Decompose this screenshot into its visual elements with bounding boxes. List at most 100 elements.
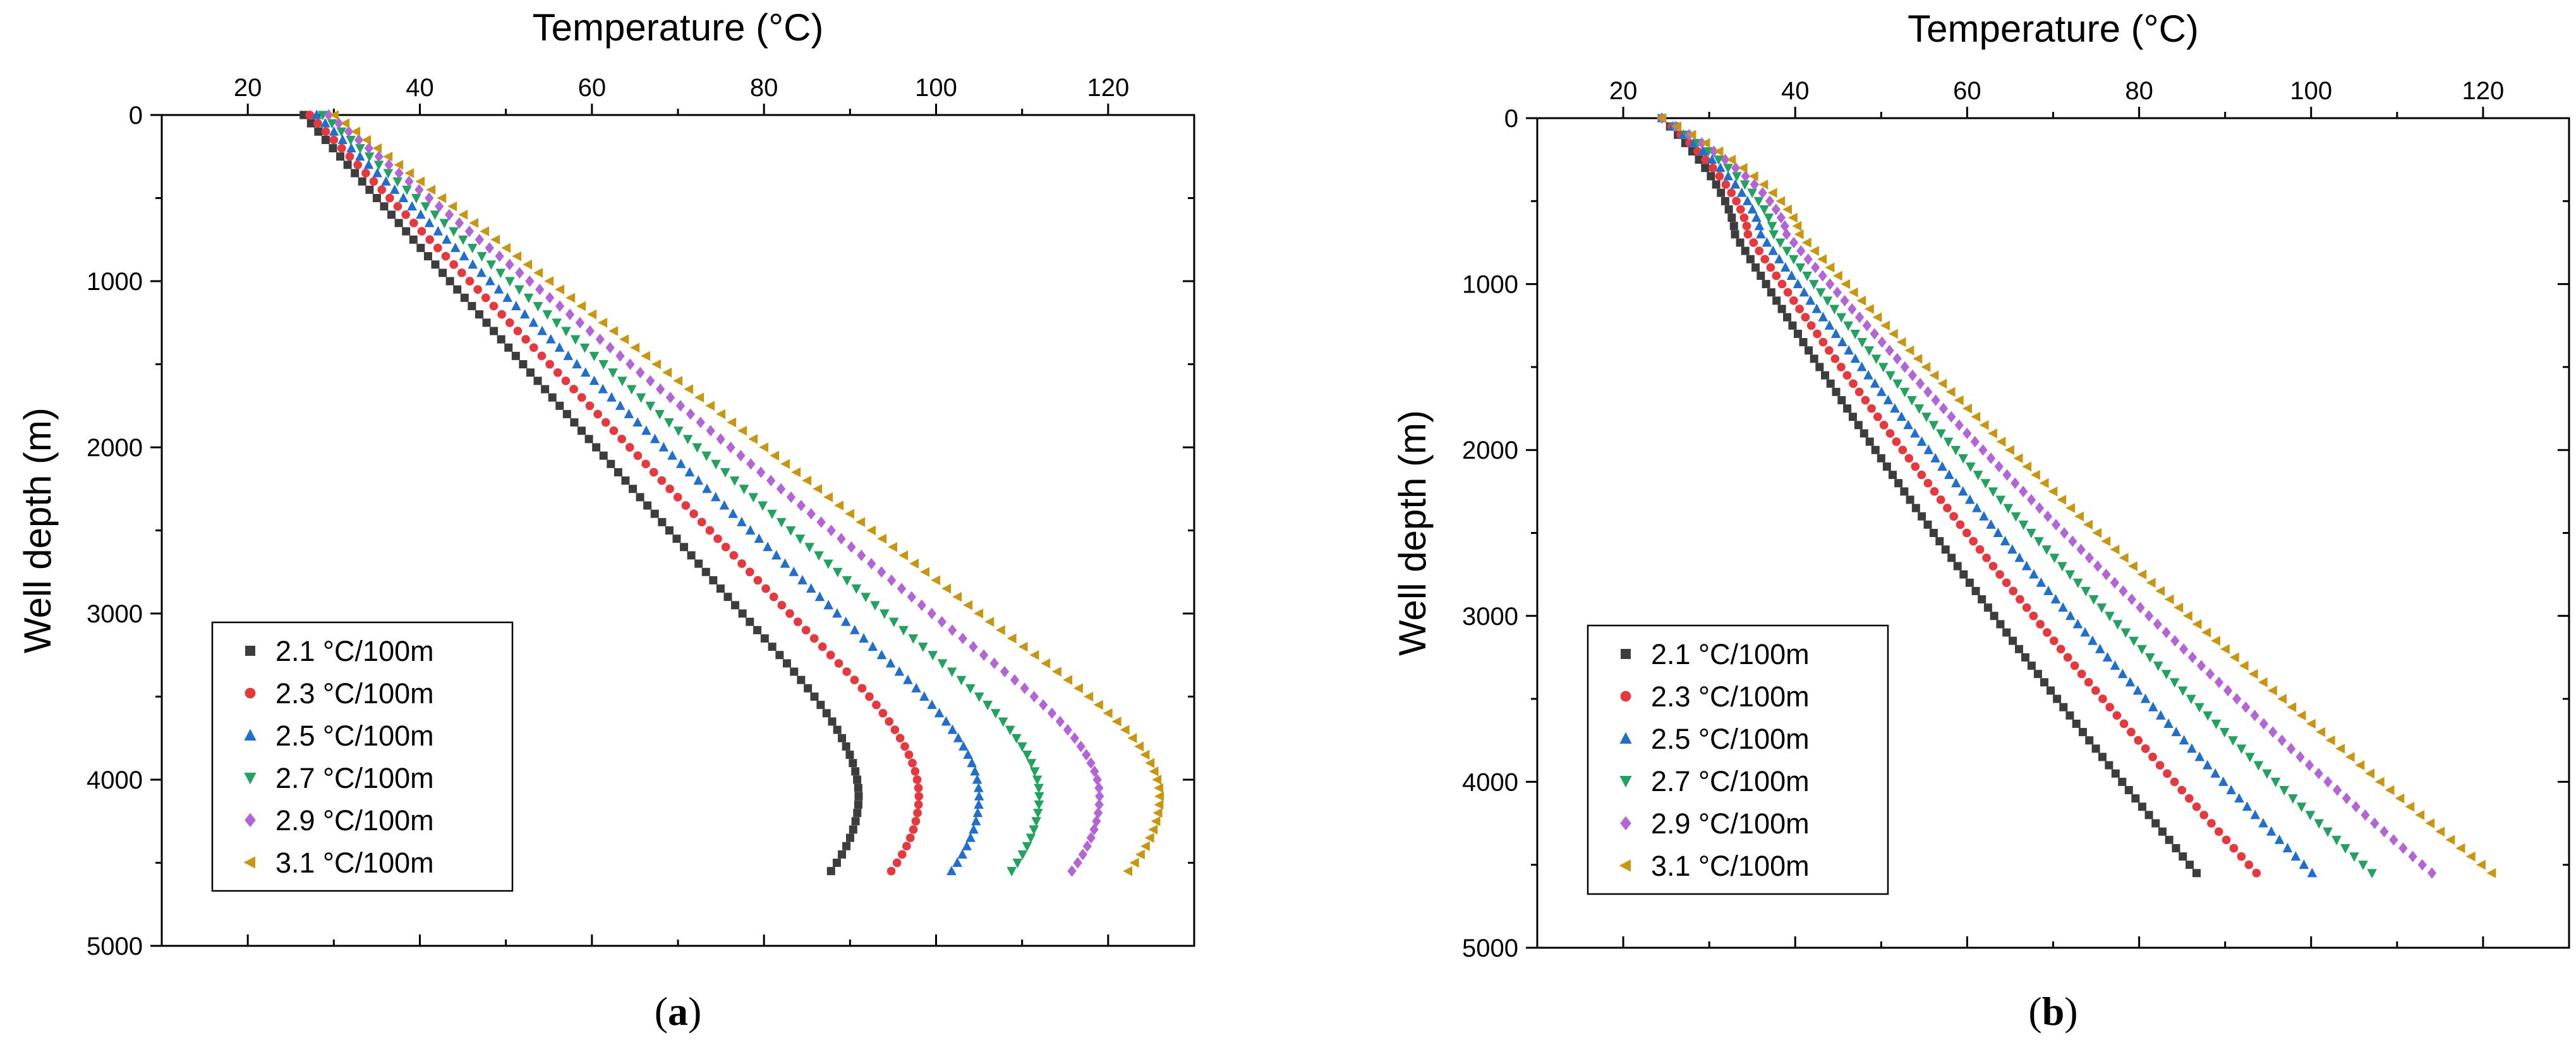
data-point (760, 634, 769, 643)
data-point (1801, 238, 1811, 248)
data-point (753, 576, 763, 585)
data-point (696, 416, 705, 428)
data-point (2018, 520, 2029, 530)
data-point (2286, 742, 2296, 754)
data-point (1864, 346, 1875, 356)
data-point (785, 609, 794, 618)
data-point (1983, 603, 1992, 612)
data-point (1742, 221, 1751, 231)
data-point (723, 593, 732, 602)
data-point (433, 226, 444, 236)
data-point (449, 260, 458, 269)
data-point (420, 202, 431, 212)
data-point (2299, 859, 2309, 869)
data-point (431, 260, 440, 269)
data-point (833, 725, 842, 734)
data-point (1134, 741, 1144, 752)
x-tick-label: 40 (1781, 77, 1810, 105)
y-axis-title: Well depth (m) (16, 408, 59, 653)
data-point (2059, 703, 2068, 711)
data-point (1741, 246, 1750, 255)
data-point (435, 200, 444, 212)
data-point (1078, 849, 1087, 861)
data-point (480, 226, 490, 236)
data-point (2153, 618, 2162, 631)
data-point (617, 377, 627, 387)
data-point (1962, 403, 1972, 414)
data-point (636, 366, 645, 378)
data-point (630, 342, 640, 353)
data-point (885, 658, 896, 668)
data-point (818, 642, 827, 651)
data-point (1793, 329, 1802, 338)
data-point (617, 435, 626, 444)
data-point (2389, 834, 2398, 846)
data-point (911, 682, 921, 692)
data-point (589, 375, 600, 385)
data-point (1861, 396, 1870, 405)
data-point (1789, 296, 1798, 305)
data-point (1750, 178, 1759, 191)
data-point (537, 325, 547, 336)
data-point (1086, 831, 1096, 844)
data-point (2111, 769, 2120, 778)
data-point (859, 633, 869, 643)
data-point (672, 535, 681, 543)
data-point (562, 409, 571, 418)
data-point (2162, 626, 2171, 639)
data-point (1856, 296, 1866, 306)
data-point (555, 401, 564, 410)
data-point (329, 144, 337, 153)
data-point (1969, 536, 1978, 546)
data-point (947, 724, 958, 734)
data-point (2177, 686, 2188, 696)
data-point (910, 767, 920, 776)
data-point (1090, 765, 1099, 777)
data-point (776, 483, 786, 495)
data-point (1089, 823, 1099, 835)
data-point (587, 309, 597, 320)
data-point (1988, 562, 1998, 571)
data-point (585, 401, 595, 411)
data-point (389, 184, 400, 194)
data-point (401, 210, 410, 219)
data-point (2304, 759, 2314, 771)
data-point (482, 318, 491, 327)
data-point (2358, 861, 2368, 871)
data-point (1957, 486, 1968, 496)
data-point (804, 684, 813, 692)
data-point (895, 734, 905, 743)
data-point (2395, 793, 2405, 804)
data-point (489, 301, 499, 311)
data-point (2156, 710, 2166, 720)
data-point (838, 734, 847, 742)
data-point (2171, 727, 2182, 737)
data-point (828, 717, 837, 726)
data-point (394, 160, 404, 170)
data-point (575, 317, 585, 329)
data-point (1850, 353, 1861, 363)
data-point (2146, 577, 2156, 588)
y-tick-label: 3000 (87, 600, 143, 628)
data-point (563, 350, 574, 360)
data-point (2127, 593, 2137, 605)
data-point (2306, 718, 2316, 729)
data-point (1736, 187, 1747, 197)
data-point (2427, 867, 2437, 879)
data-point (1911, 504, 1920, 512)
data-point (1758, 187, 1767, 199)
data-point (909, 559, 919, 569)
data-point (364, 152, 375, 162)
data-point (814, 551, 824, 561)
data-point (786, 491, 796, 503)
data-point (2119, 719, 2129, 729)
data-point (486, 260, 497, 270)
data-point (1135, 849, 1145, 860)
data-point (497, 310, 506, 319)
data-point (928, 651, 938, 661)
legend-box (211, 621, 514, 892)
data-point (383, 169, 394, 179)
data-point (1747, 188, 1757, 198)
x-tick-label: 100 (915, 74, 957, 102)
data-point (608, 326, 619, 336)
